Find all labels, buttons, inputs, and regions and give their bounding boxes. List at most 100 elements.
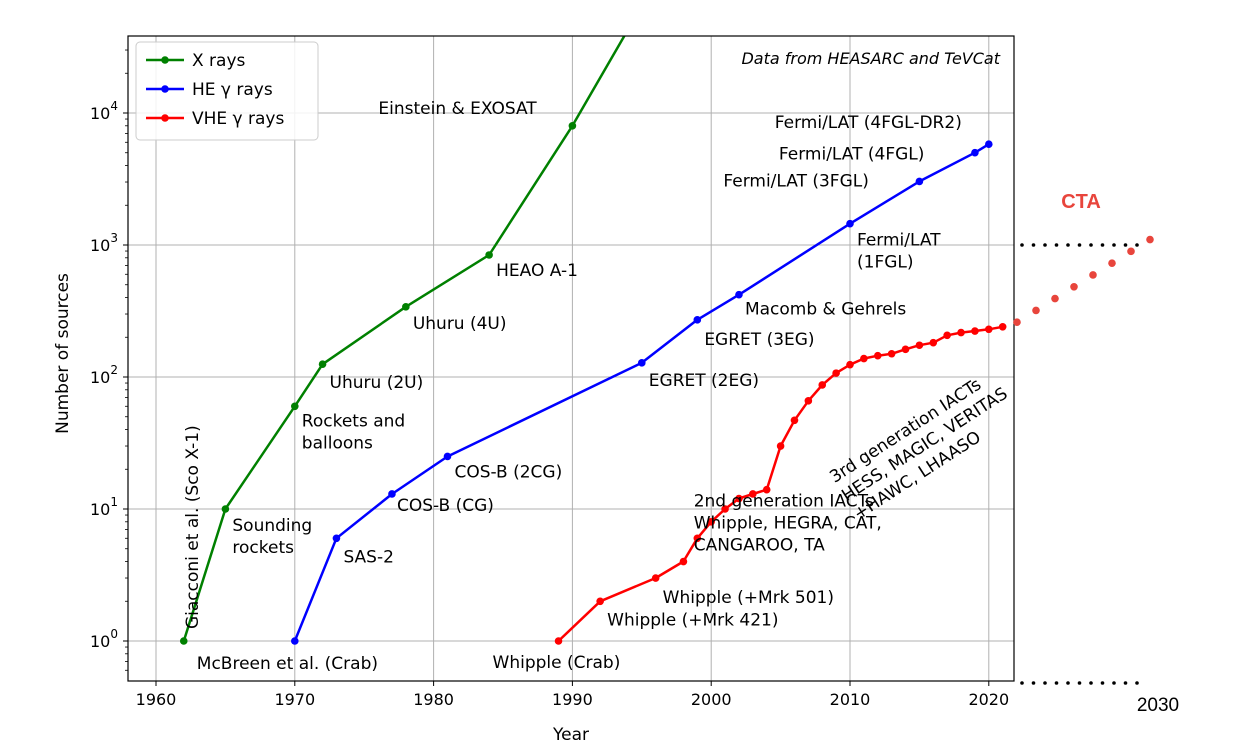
data-point: [873, 351, 882, 360]
reference-dot: [1054, 681, 1059, 685]
annotation-label: Whipple (+Mrk 421): [607, 610, 778, 630]
reference-dot: [1135, 243, 1139, 247]
axes: 1960 1970 1980 1990 2000 2010 2020 100 101 102 103…: [53, 35, 1015, 745]
data-point: [818, 381, 827, 389]
annotation-label: Giacconi et al. (Sco X-1): [183, 425, 203, 629]
annotation-label: 3rd generation IACTsHESS, MAGIC, VERITAS…: [826, 365, 1023, 524]
y-tick-label: 100: [90, 627, 118, 651]
annotation-label: Uhuru (2U): [330, 373, 424, 393]
annotation-label: Whipple (Crab): [493, 653, 621, 673]
data-point: [402, 303, 410, 311]
data-point: [776, 442, 785, 450]
cta-projection-point: [1127, 247, 1135, 256]
data-point: [679, 557, 688, 566]
data-point: [568, 121, 577, 130]
annotation-label: Macomb & Gehrels: [745, 300, 906, 320]
reference-dot: [1112, 243, 1116, 247]
x-tick-label: 1980: [413, 690, 454, 709]
reference-dot: [1020, 681, 1024, 685]
reference-dot: [1043, 681, 1047, 685]
data-point: [971, 327, 979, 335]
reference-dot: [1054, 243, 1059, 247]
legend-label: X rays: [192, 51, 246, 71]
data-point: [221, 505, 230, 513]
series-line-0: [182, 36, 626, 642]
annotation-label: Fermi/LAT (3FGL): [723, 171, 868, 191]
data-point: [971, 148, 979, 157]
cta-label: CTA: [1061, 191, 1101, 213]
y-tick-label: 101: [90, 495, 118, 519]
data-point: [179, 637, 188, 645]
y-axis-title: Number of sources: [53, 273, 73, 434]
legend-box: [135, 41, 319, 141]
cta-projection: CTA 2030: [1013, 191, 1179, 716]
annotation-label: Sounding rockets: [232, 516, 312, 558]
reference-dot: [1135, 681, 1139, 685]
reference-dot: [1077, 243, 1082, 247]
data-point: [651, 574, 660, 582]
data-point: [887, 349, 896, 358]
data-point: [985, 140, 993, 149]
data-point: [762, 485, 771, 494]
data-point: [291, 402, 299, 411]
data-point: [291, 637, 299, 645]
cta-projection-point: [1051, 294, 1059, 303]
data-point: [443, 452, 452, 461]
data-point: [846, 219, 854, 228]
cta-projection-point: [1032, 306, 1040, 315]
data-point: [832, 369, 840, 377]
annotation-label: Fermi/LAT (4FGL-DR2): [775, 113, 962, 133]
data-point: [735, 494, 743, 503]
plot-frame: [127, 35, 1015, 682]
reference-dot: [1020, 243, 1024, 247]
data-point: [985, 325, 993, 334]
x-tick-label: 2020: [968, 690, 1009, 709]
data-point: [749, 490, 757, 498]
legend-label: VHE γ rays: [192, 109, 284, 129]
annotation-label: COS-B (2CG): [454, 462, 562, 482]
data-point: [790, 416, 799, 425]
cta-projection-point: [1146, 235, 1154, 244]
x-axis-title: Year: [552, 725, 589, 745]
legend: X rays HE γ rays VHE γ rays: [135, 41, 319, 141]
x-tick-label: 2000: [691, 690, 732, 709]
reference-dot: [1112, 681, 1116, 685]
data-point: [943, 331, 951, 340]
data-point: [693, 534, 702, 543]
reference-dot: [1089, 243, 1093, 247]
annotation-label: Fermi/LAT (1FGL): [857, 231, 941, 273]
cta-projection-point: [1013, 318, 1021, 327]
annotation-label: COS-B (CG): [397, 496, 494, 516]
reference-dot: [1066, 243, 1070, 247]
x-tick-label: 2010: [830, 690, 871, 709]
y-tick-label: 103: [90, 231, 118, 255]
data-point: [929, 338, 938, 347]
x-tick-label: 1960: [136, 690, 177, 709]
data-point: [901, 345, 910, 354]
reference-dot: [1123, 681, 1128, 685]
reference-dot: [1100, 681, 1105, 685]
data-point: [915, 177, 924, 186]
reference-dot: [1077, 681, 1082, 685]
annotation-label: EGRET (3EG): [704, 330, 814, 350]
cta-projection-point: [1089, 271, 1097, 279]
annotation-label: 2nd generation IACTs Whipple, HEGRA, CAT,…: [694, 492, 882, 556]
annotation-label: Uhuru (4U): [413, 314, 507, 334]
annotation-label: McBreen et al. (Crab): [197, 654, 378, 674]
data-point: [638, 359, 646, 367]
annotation-label: EGRET (2EG): [649, 371, 759, 391]
reference-dot: [1100, 243, 1105, 247]
annotation-label: Rockets and balloons: [302, 411, 405, 453]
data-point: [957, 328, 965, 337]
series-layer: [179, 36, 1007, 645]
reference-dot: [1066, 681, 1070, 685]
reference-dot: [1089, 681, 1093, 685]
annotation-label: SAS-2: [343, 547, 393, 567]
data-point: [998, 323, 1007, 331]
data-point: [804, 397, 813, 405]
data-point: [596, 597, 604, 606]
data-point: [707, 517, 715, 526]
data-point: [554, 637, 563, 645]
x-tick-label: 1990: [552, 690, 593, 709]
data-point: [721, 505, 729, 513]
